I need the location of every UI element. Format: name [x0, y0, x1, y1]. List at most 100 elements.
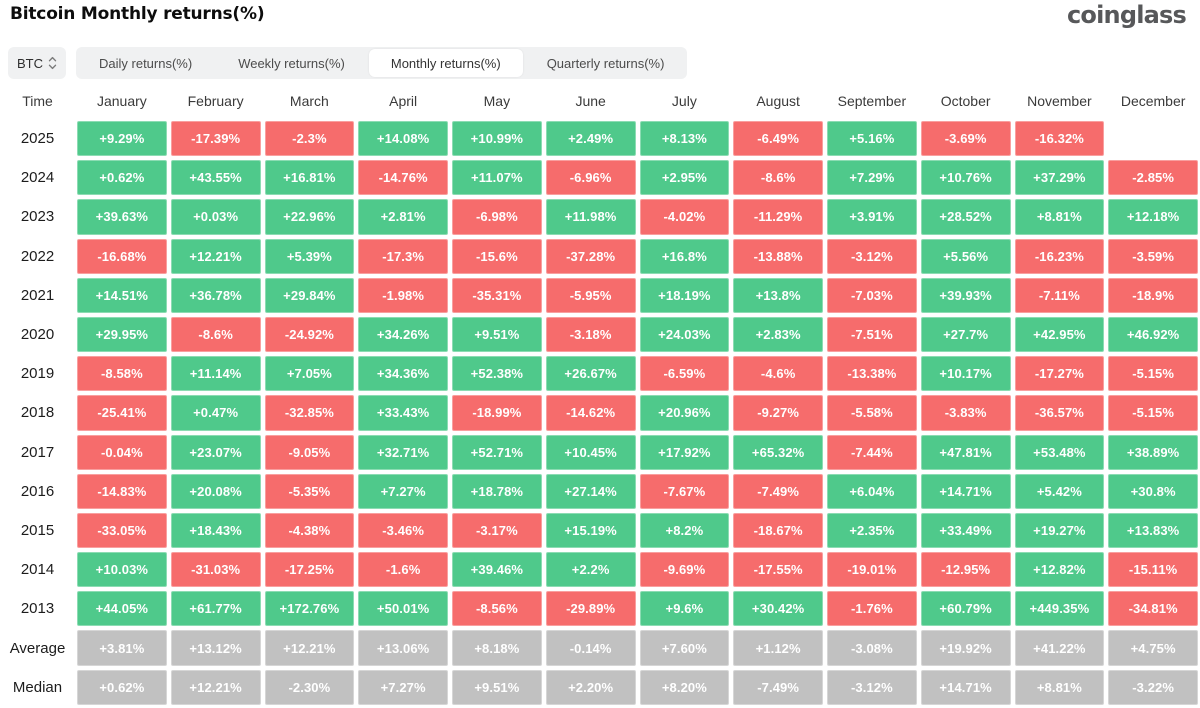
return-cell: -3.69%	[920, 121, 1011, 157]
return-cell: +7.27%	[358, 473, 448, 509]
return-cell: +41.22%	[1014, 630, 1105, 666]
return-cell: +10.17%	[920, 356, 1011, 392]
return-cell: +22.96%	[264, 199, 355, 235]
column-header-september: September	[837, 93, 907, 109]
return-cell: +11.07%	[452, 160, 542, 196]
return-cell: -2.30%	[264, 669, 355, 705]
return-cell: +10.45%	[545, 434, 636, 470]
table-row-2023: 2023 +39.63% +0.03% +22.96% +2.81% -6.98% +11.…	[0, 197, 1200, 236]
column-header-april: April	[389, 93, 418, 109]
return-cell: +47.81%	[920, 434, 1011, 470]
table-row-2020: 2020 +29.95% -8.6% -24.92% +34.26% +9.51% -3.1…	[0, 315, 1200, 354]
return-cell: -2.85%	[1108, 160, 1198, 196]
return-cell: +10.03%	[77, 552, 167, 588]
return-cell: +34.36%	[358, 356, 448, 392]
row-label: 2022	[20, 247, 55, 265]
table-row-median: Median +0.62% +12.21% -2.30% +7.27% +9.51% +2.…	[0, 668, 1200, 707]
return-cell: +13.12%	[170, 630, 261, 666]
return-cell: -4.6%	[733, 356, 823, 392]
return-cell: +4.75%	[1108, 630, 1198, 666]
return-cell: -5.15%	[1108, 395, 1198, 431]
return-cell: -4.38%	[264, 512, 355, 549]
empty-cell	[1108, 121, 1198, 156]
return-cell: +13.83%	[1108, 512, 1198, 549]
return-cell: +18.19%	[639, 277, 730, 313]
return-cell: +9.29%	[77, 121, 167, 157]
return-cell: -33.05%	[77, 512, 167, 549]
return-cell: +30.42%	[733, 591, 823, 627]
tab-daily-returns[interactable]: Daily returns(%)	[99, 55, 193, 71]
return-cell: -1.76%	[827, 591, 917, 627]
return-cell: +33.49%	[920, 512, 1011, 549]
return-cell: +9.51%	[452, 669, 542, 705]
return-cell: +5.42%	[1014, 473, 1105, 509]
return-cell: -3.08%	[827, 630, 917, 666]
return-cell: +14.71%	[920, 473, 1011, 509]
return-cell: +15.19%	[545, 512, 636, 549]
return-cell: +2.2%	[545, 552, 636, 588]
return-cell: -18.99%	[452, 395, 542, 431]
return-cell: +0.47%	[170, 395, 261, 431]
return-cell: +39.46%	[452, 552, 542, 588]
row-label: 2019	[20, 365, 55, 383]
tab-quarterly-returns[interactable]: Quarterly returns(%)	[546, 55, 665, 71]
return-cell: -5.95%	[545, 277, 636, 313]
column-header-june: June	[575, 93, 606, 109]
return-cell: -9.05%	[264, 434, 355, 470]
return-cell: +52.71%	[452, 434, 542, 470]
tab-monthly-returns[interactable]: Monthly returns(%)	[368, 49, 523, 77]
table-row-2013: 2013 +44.05% +61.77% +172.76% +50.01% -8.56% -…	[0, 589, 1200, 628]
table-row-2017: 2017 -0.04% +23.07% -9.05% +32.71% +52.71% +10…	[0, 433, 1200, 472]
return-cell: -8.6%	[733, 160, 823, 196]
return-cell: -17.55%	[733, 552, 823, 588]
row-label: 2021	[20, 286, 55, 304]
return-cell: -3.46%	[358, 512, 448, 549]
row-label: 2014	[20, 561, 55, 579]
return-cell: +27.7%	[920, 316, 1011, 353]
column-header-time: Time	[22, 93, 53, 109]
coinglass-logo: coinglass	[1067, 1, 1187, 29]
column-header-november: November	[1027, 93, 1092, 109]
row-label: 2024	[20, 169, 55, 187]
return-cell: +24.03%	[639, 316, 730, 353]
return-cell: -14.83%	[77, 473, 167, 509]
return-cell: -13.88%	[733, 238, 823, 274]
return-cell: +7.05%	[264, 356, 355, 392]
return-cell: +3.81%	[77, 630, 167, 666]
return-cell: -16.32%	[1014, 121, 1105, 157]
column-header-february: February	[187, 93, 244, 109]
return-cell: +61.77%	[170, 591, 261, 627]
tab-weekly-returns[interactable]: Weekly returns(%)	[238, 55, 345, 71]
return-cell: +42.95%	[1014, 316, 1105, 353]
return-cell: -18.67%	[733, 512, 823, 549]
return-cell: +0.62%	[77, 160, 167, 196]
row-label: 2023	[20, 208, 55, 226]
return-cell: +12.82%	[1014, 552, 1105, 588]
return-cell: -7.03%	[827, 277, 917, 313]
return-cell: -9.27%	[733, 395, 823, 431]
return-cell: +39.93%	[920, 277, 1011, 313]
return-cell: -29.89%	[545, 591, 636, 627]
row-label: 2015	[20, 521, 55, 539]
return-cell: +29.95%	[77, 316, 167, 353]
coin-selector[interactable]: BTC	[8, 47, 66, 79]
return-cell: -2.3%	[264, 121, 355, 157]
return-cell: -7.11%	[1014, 277, 1105, 313]
return-cell: +12.18%	[1108, 199, 1198, 235]
return-cell: -5.15%	[1108, 356, 1198, 392]
return-cell: +11.14%	[170, 356, 261, 392]
return-cell: +172.76%	[264, 591, 355, 627]
return-cell: -16.68%	[77, 238, 167, 274]
return-cell: +14.08%	[358, 121, 448, 157]
column-header-january: January	[96, 93, 147, 109]
return-cell: -4.02%	[639, 199, 730, 235]
return-cell: -1.6%	[358, 552, 448, 588]
return-cell: -36.57%	[1014, 395, 1105, 431]
return-cell: -6.96%	[545, 160, 636, 196]
return-cell: -12.95%	[920, 552, 1011, 588]
return-cell: +28.52%	[920, 199, 1011, 235]
return-cell: +14.71%	[920, 669, 1011, 705]
return-cell: +8.2%	[639, 512, 730, 549]
return-cell: +1.12%	[733, 630, 823, 666]
return-cell: -6.49%	[733, 121, 823, 157]
